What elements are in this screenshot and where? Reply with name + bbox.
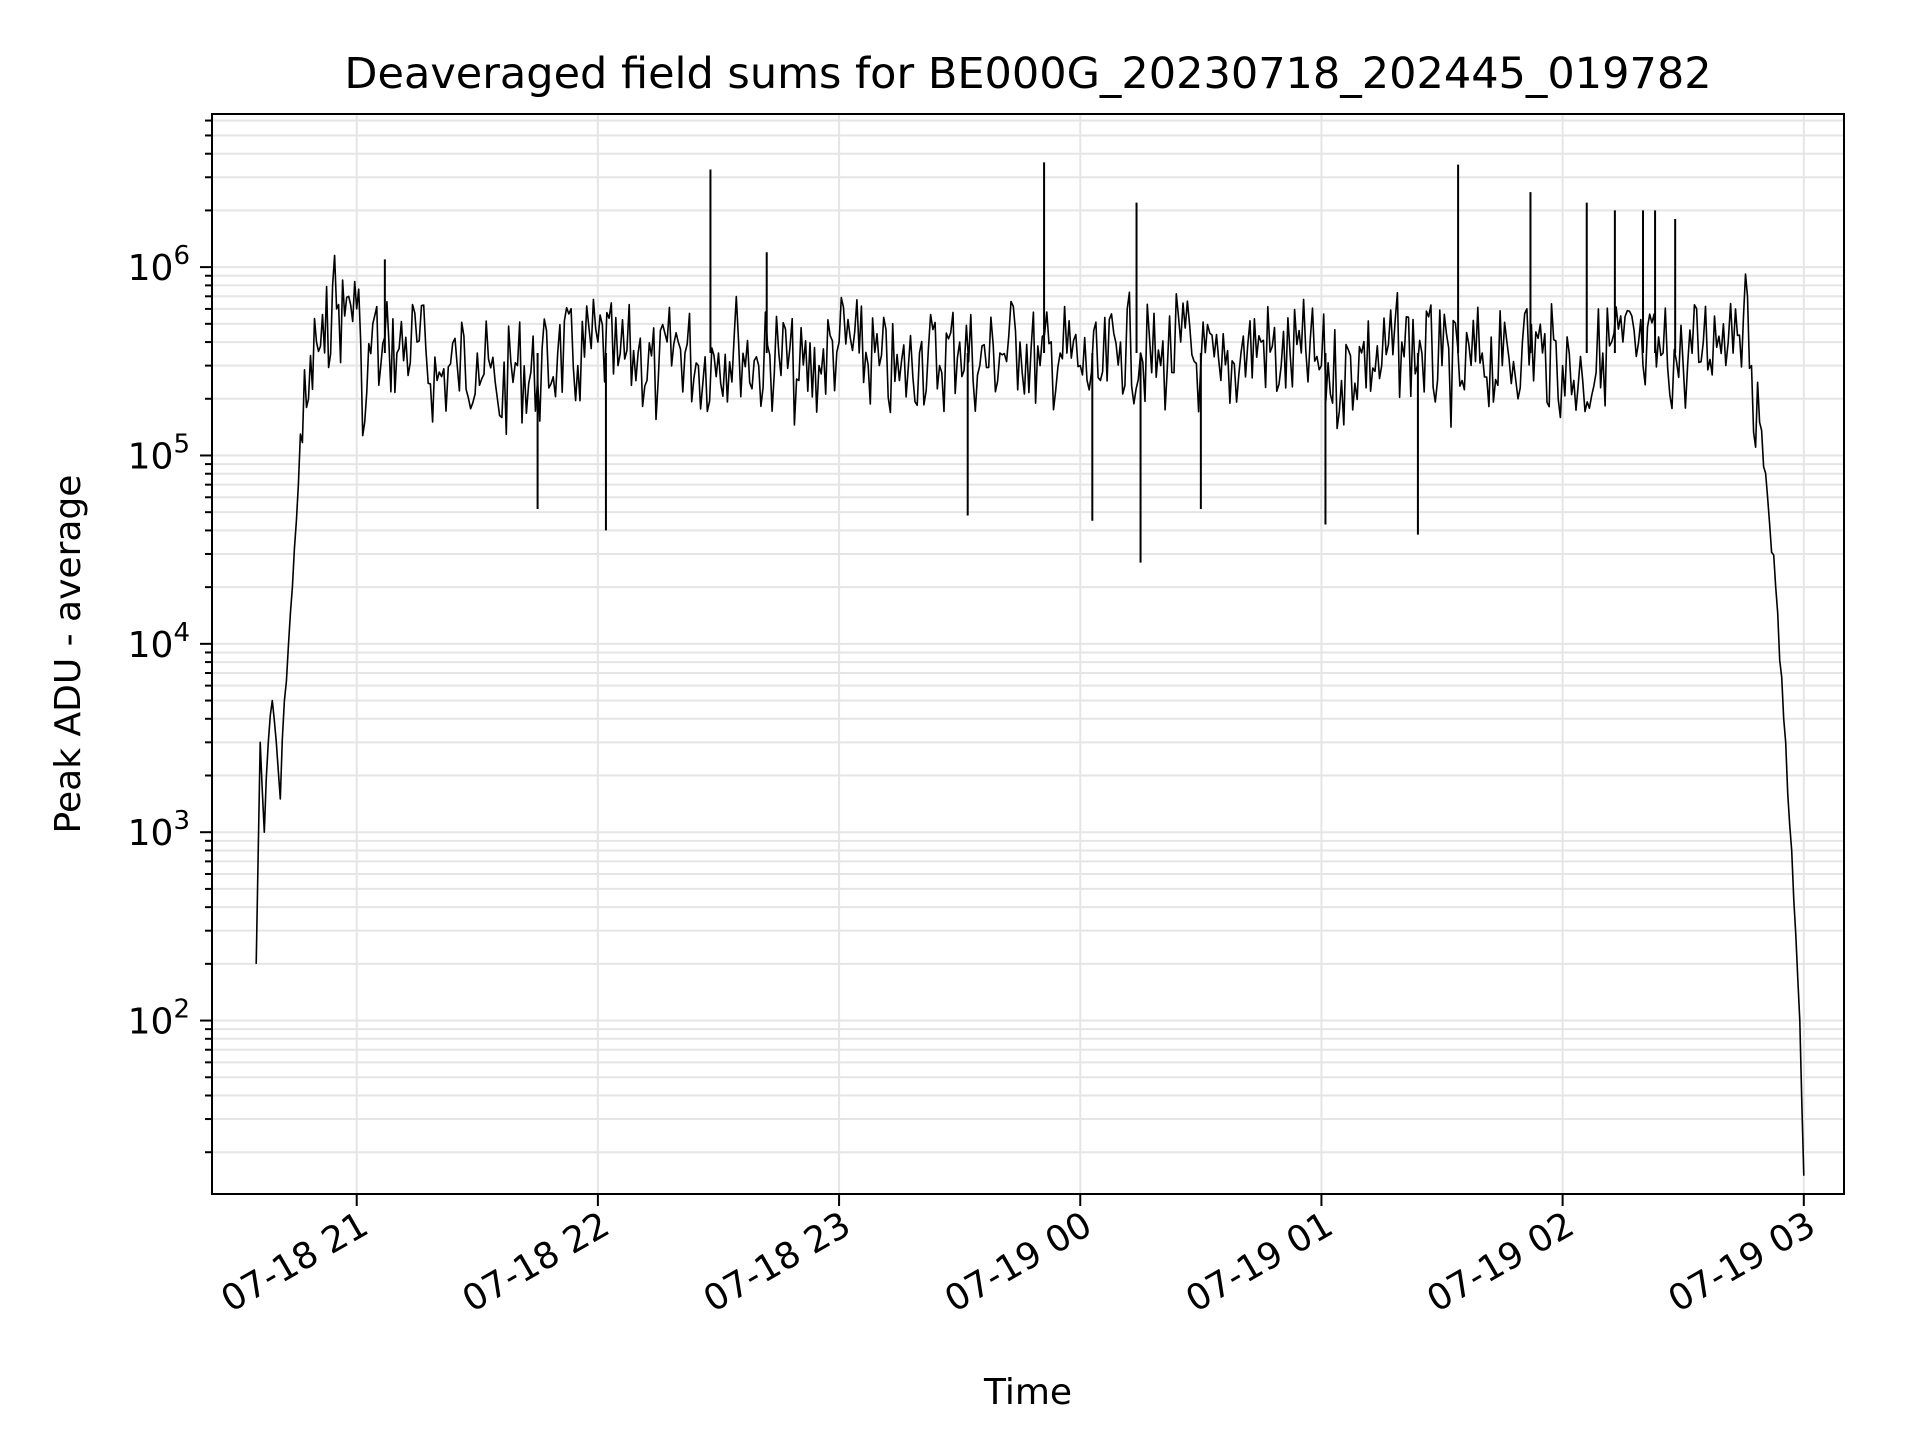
y-tick-label: 105 [128,429,190,477]
y-tick-label: 104 [128,618,190,666]
y-tick-label: 103 [128,806,190,854]
x-tick-label: 07-18 22 [456,1204,617,1320]
y-tick-label: 102 [128,995,190,1043]
series-polyline [255,254,1805,1176]
y-axis-label: Peak ADU - average [48,475,89,834]
x-axis-ticks: 07-18 21 07-18 22 07-18 23 07-19 00 07-19 01… [215,1194,1823,1321]
x-tick-label: 07-19 00 [938,1204,1099,1320]
chart-title: Deaveraged field sums for BE000G_2023071… [344,49,1711,99]
y-tick-label: 106 [128,241,190,289]
x-tick-label: 07-18 23 [697,1204,858,1320]
grid-lines [212,114,1844,1194]
x-tick-label: 07-18 21 [215,1204,376,1320]
y-axis-ticks: 102 103 104 105 106 [128,119,212,1154]
x-tick-label: 07-19 02 [1420,1204,1581,1320]
x-axis-label: Time [983,1372,1072,1413]
x-tick-label: 07-19 01 [1179,1204,1340,1320]
series-line [255,162,1805,1176]
plot-area-frame [211,113,1845,1195]
x-tick-label: 07-19 03 [1662,1204,1823,1320]
